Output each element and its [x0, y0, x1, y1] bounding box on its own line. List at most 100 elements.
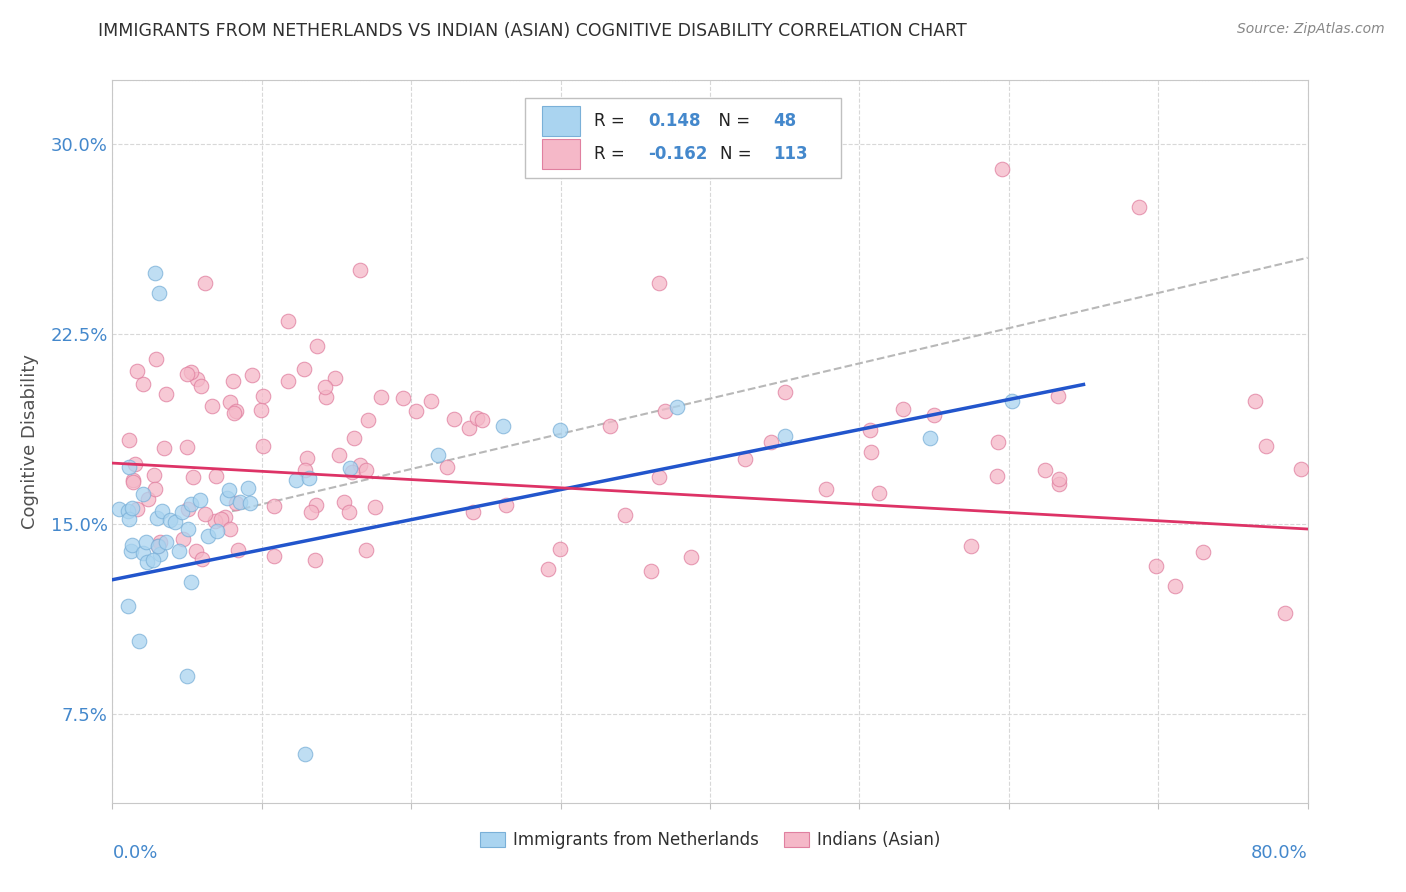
- Point: [172, 532, 194, 546]
- Point: [172, 505, 194, 519]
- Point: [681, 549, 703, 564]
- Point: [209, 511, 232, 525]
- Point: [124, 458, 146, 472]
- Point: [471, 412, 494, 426]
- Point: [1047, 471, 1070, 485]
- Point: [1128, 200, 1150, 214]
- Point: [654, 403, 676, 417]
- FancyBboxPatch shape: [524, 98, 842, 178]
- Point: [131, 487, 153, 501]
- Point: [125, 364, 148, 378]
- Point: [420, 393, 443, 408]
- Text: N =: N =: [707, 112, 755, 129]
- Point: [236, 481, 259, 495]
- Point: [922, 408, 945, 422]
- Point: [640, 564, 662, 578]
- Point: [647, 470, 669, 484]
- Point: [222, 406, 245, 420]
- Point: [775, 384, 797, 399]
- Point: [155, 387, 177, 401]
- Point: [458, 420, 481, 434]
- Point: [349, 458, 371, 473]
- Point: [155, 535, 177, 549]
- Text: 113: 113: [773, 145, 808, 163]
- Point: [761, 434, 783, 449]
- Text: R =: R =: [595, 112, 630, 129]
- Point: [225, 496, 247, 510]
- Point: [305, 498, 328, 512]
- Point: [136, 555, 159, 569]
- Point: [340, 465, 363, 479]
- Point: [277, 374, 299, 388]
- Point: [443, 411, 465, 425]
- Point: [121, 500, 143, 515]
- Point: [180, 497, 202, 511]
- Point: [165, 515, 187, 529]
- Point: [142, 468, 165, 483]
- Point: [315, 390, 337, 404]
- Point: [349, 263, 371, 277]
- Point: [128, 634, 150, 648]
- Point: [305, 339, 328, 353]
- FancyBboxPatch shape: [541, 105, 579, 136]
- Point: [986, 469, 1008, 483]
- Point: [204, 514, 226, 528]
- Point: [117, 599, 139, 613]
- Point: [299, 504, 322, 518]
- Point: [1047, 477, 1070, 491]
- Point: [548, 423, 571, 437]
- Point: [465, 410, 488, 425]
- Point: [121, 473, 143, 487]
- Point: [891, 402, 914, 417]
- Point: [1047, 389, 1070, 403]
- Point: [190, 379, 212, 393]
- Point: [294, 463, 316, 477]
- Point: [176, 669, 198, 683]
- Y-axis label: Cognitive Disability: Cognitive Disability: [21, 354, 39, 529]
- Point: [118, 512, 141, 526]
- Point: [219, 523, 242, 537]
- Point: [143, 266, 166, 280]
- Point: [548, 542, 571, 557]
- Point: [599, 419, 621, 434]
- Point: [194, 276, 217, 290]
- Point: [180, 365, 202, 379]
- Point: [537, 562, 560, 576]
- Text: 48: 48: [773, 112, 796, 129]
- Point: [343, 432, 366, 446]
- Point: [436, 460, 458, 475]
- Point: [337, 505, 360, 519]
- Point: [250, 402, 273, 417]
- Point: [197, 529, 219, 543]
- Point: [180, 575, 202, 590]
- Text: -0.162: -0.162: [648, 145, 707, 163]
- Point: [868, 486, 890, 500]
- Point: [263, 499, 285, 513]
- Point: [205, 469, 228, 483]
- Text: N =: N =: [720, 145, 756, 163]
- Point: [108, 502, 131, 516]
- Point: [149, 534, 172, 549]
- Point: [176, 367, 198, 381]
- Point: [294, 747, 316, 761]
- Point: [491, 418, 513, 433]
- Point: [1254, 439, 1277, 453]
- Point: [295, 450, 318, 465]
- Text: 80.0%: 80.0%: [1251, 845, 1308, 863]
- Point: [405, 404, 427, 418]
- Point: [222, 374, 245, 388]
- Point: [225, 404, 247, 418]
- Point: [132, 546, 155, 560]
- Point: [461, 505, 484, 519]
- Point: [495, 498, 517, 512]
- Point: [188, 493, 211, 508]
- Point: [1001, 394, 1024, 409]
- Point: [328, 448, 350, 462]
- Point: [148, 286, 170, 301]
- Point: [294, 362, 316, 376]
- Point: [132, 377, 155, 392]
- Point: [314, 380, 336, 394]
- Point: [186, 544, 208, 558]
- Point: [304, 552, 326, 566]
- Point: [426, 448, 449, 462]
